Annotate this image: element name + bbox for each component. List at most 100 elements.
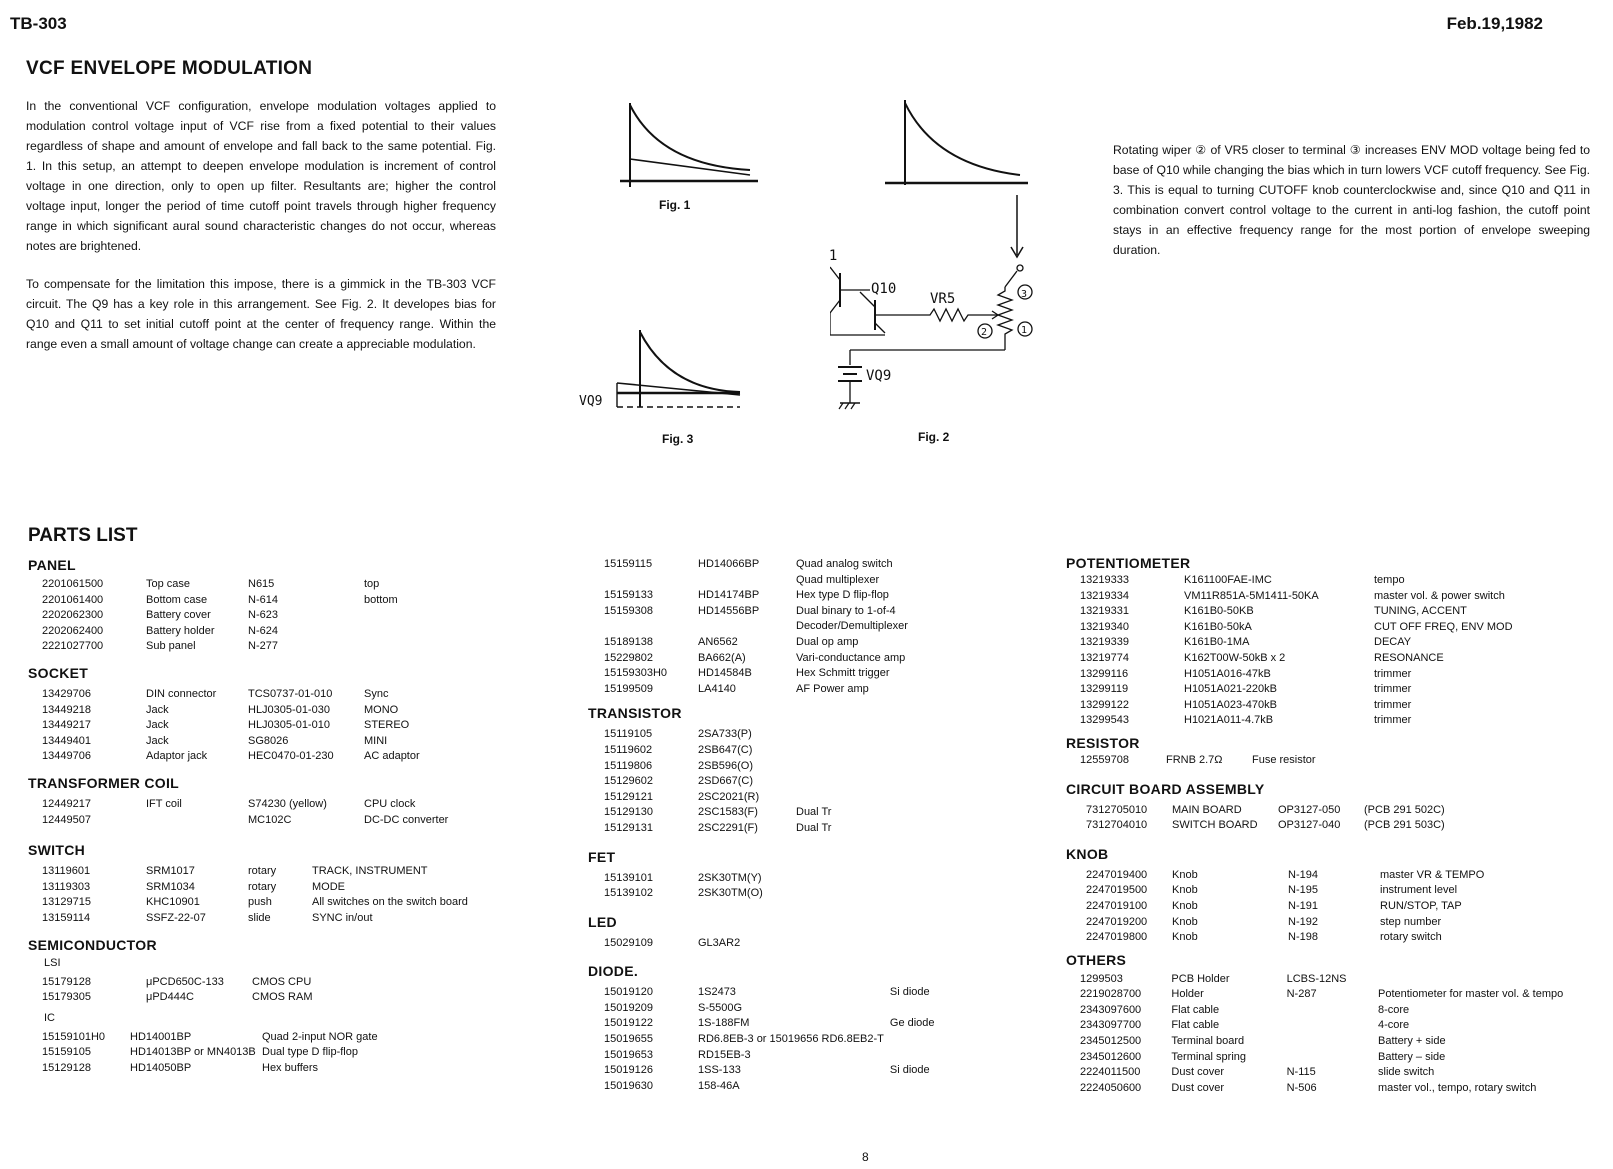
part-number: 13299543 [1080, 714, 1129, 727]
part-number: 2201061400 [42, 593, 104, 606]
parts-row: 15019630 158-46A [604, 1079, 976, 1095]
part-field: master VR & TEMPO [1380, 868, 1485, 881]
part-number: 15019120 [604, 986, 653, 999]
part-field: Dust cover [1171, 1081, 1224, 1094]
parts-row: 2224011500 Dust cover N-115 slide switch [1080, 1065, 1613, 1081]
ic-continued-table: 15159115 HD14066BP Quad analog switch Quad … [604, 557, 932, 697]
part-field: 4-core [1378, 1019, 1410, 1032]
part-number: 13299122 [1080, 698, 1129, 711]
diode-heading: DIODE. [588, 963, 639, 980]
part-field: 8-core [1378, 1003, 1410, 1016]
part-field: N-194 [1288, 868, 1318, 881]
part-field: K161B0-50KB [1184, 605, 1254, 618]
socket-heading: SOCKET [28, 664, 89, 681]
part-field: MONO [364, 703, 399, 716]
parts-row: 15119806 2SB596(O) [604, 759, 882, 775]
part-field: 2SB647(C) [698, 743, 753, 756]
part-field: Sub panel [146, 640, 196, 653]
parts-row: 13299543 H1021A011-4.7kB trimmer [1080, 713, 1550, 729]
part-field [796, 871, 882, 887]
parts-row: 13299122 H1051A023-470kB trimmer [1080, 698, 1550, 714]
part-field: N-198 [1288, 931, 1318, 944]
parts-row: 15129131 2SC2291(F) Dual Tr [604, 821, 882, 837]
knob-heading: KNOB [1066, 845, 1109, 862]
part-field: HD14174BP [698, 589, 760, 602]
part-field: RESONANCE [1374, 651, 1444, 664]
parts-row: 15129130 2SC1583(F) Dual Tr [604, 805, 882, 821]
part-field: H1051A021-220kB [1184, 683, 1277, 696]
part-number: 12449217 [42, 797, 91, 810]
circuit-board-table: 7312705010 MAIN BOARD OP3127-050 (PCB 291 5… [1086, 803, 1480, 834]
part-field [1287, 1034, 1378, 1050]
part-field: HLJ0305-01-030 [248, 703, 330, 716]
part-field [796, 759, 882, 775]
transformer-heading: TRANSFORMER COIL [28, 774, 180, 791]
part-number [604, 619, 698, 635]
parts-row: 13449706 Adaptor jack HEC0470-01-230 AC ada… [42, 749, 450, 765]
part-field: Terminal spring [1171, 1050, 1247, 1063]
part-field: N615 [248, 578, 275, 590]
part-field: Knob [1172, 899, 1198, 912]
part-field: N-115 [1286, 1066, 1316, 1079]
part-field: AN6562 [698, 635, 738, 648]
part-field [890, 1001, 976, 1017]
part-field: Bottom case [146, 593, 208, 606]
part-number: 15129131 [604, 821, 653, 834]
part-field: Knob [1172, 868, 1198, 881]
part-number: 15159308 [604, 604, 653, 617]
part-field: tempo [1374, 574, 1405, 586]
part-field: 1S2473 [698, 986, 736, 999]
part-number: 15019122 [604, 1017, 653, 1030]
part-field: Potentiometer for master vol. & tempo [1378, 988, 1564, 1001]
part-field: SG8026 [248, 734, 289, 747]
part-number: 15179305 [42, 991, 91, 1004]
part-field: All switches on the switch board [312, 896, 468, 909]
part-number: 15179128 [42, 975, 91, 988]
parts-row: 2247019200 Knob N-192 step number [1086, 915, 1526, 931]
parts-row: 15019653 RD15EB-3 [604, 1048, 976, 1064]
part-field: Quad 2-input NOR gate [262, 1030, 378, 1043]
part-field: slide [248, 911, 271, 924]
part-field: MAIN BOARD [1172, 803, 1242, 816]
part-field: S74230 (yellow) [248, 797, 327, 810]
part-field: SRM1034 [146, 880, 195, 893]
part-field [796, 727, 882, 743]
part-field: N-195 [1288, 884, 1318, 897]
parts-row: 15119602 2SB647(C) [604, 743, 882, 759]
potentiometer-table: 13219333 K161100FAE-IMC tempo 13219334 VM11R… [1080, 573, 1550, 729]
part-field: trimmer [1374, 698, 1412, 711]
part-field: LA4140 [698, 682, 736, 695]
part-field: Dual binary to 1-of-4 [796, 604, 896, 617]
part-number: 2219028700 [1080, 988, 1142, 1001]
fig3-caption: Fig. 3 [662, 432, 694, 446]
part-field: HD14050BP [130, 1061, 192, 1074]
part-field: RD15EB-3 [698, 1048, 751, 1061]
vcf-paragraph-right: Rotating wiper ② of VR5 closer to termin… [1113, 143, 1590, 257]
doc-date: Feb.19,1982 [1446, 14, 1543, 33]
part-number: 15019630 [604, 1079, 653, 1092]
part-number: 13299116 [1080, 667, 1129, 680]
part-field: BA662(A) [698, 651, 746, 664]
fig2-caption: Fig. 2 [918, 430, 950, 444]
part-field: N-623 [248, 609, 278, 622]
part-field: trimmer [1374, 667, 1412, 680]
part-field: DIN connector [146, 687, 217, 700]
part-number: 2247019100 [1086, 899, 1148, 912]
parts-row: 15159303H0 HD14584B Hex Schmitt trigger [604, 666, 932, 682]
parts-column-3: POTENTIOMETER 13219333 K161100FAE-IMC temp… [1066, 555, 1613, 1096]
part-field: N-192 [1288, 915, 1318, 928]
page-number: 8 [862, 1150, 869, 1164]
part-number: 13449218 [42, 703, 91, 716]
parts-row: 13119303 SRM1034 rotary MODE [42, 880, 498, 896]
part-number: 2345012600 [1080, 1050, 1142, 1063]
part-number: 13299119 [1080, 683, 1129, 696]
parts-row: 13119601 SRM1017 rotary TRACK, INSTRUMENT [42, 864, 498, 880]
part-field: Si diode [889, 986, 930, 999]
part-number: 15159115 [604, 558, 653, 570]
part-field: bottom [364, 593, 398, 606]
part-number: 13449401 [42, 734, 91, 747]
parts-row: 15199509 LA4140 AF Power amp [604, 682, 932, 698]
part-field: master vol., tempo, rotary switch [1378, 1081, 1537, 1094]
part-field: LCBS-12NS [1286, 972, 1347, 985]
part-field [890, 1079, 976, 1095]
